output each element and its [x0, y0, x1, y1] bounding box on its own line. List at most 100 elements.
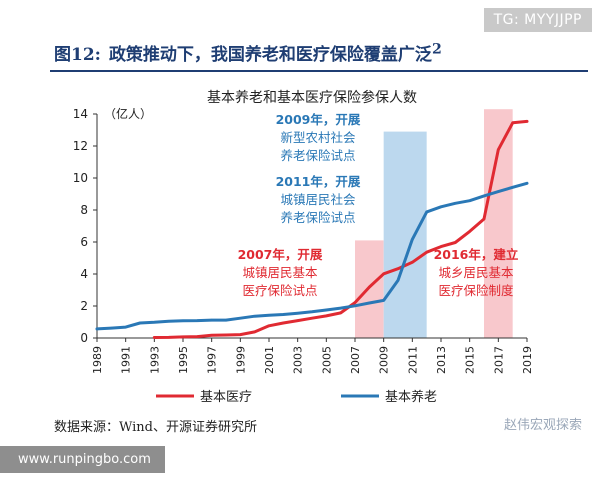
annotation-line: 2009年，开展: [276, 112, 361, 127]
figure-title: 图12: 政策推动下，我国养老和医疗保险覆盖广泛2: [54, 40, 442, 65]
data-point: [239, 316, 242, 320]
data-point: [497, 190, 500, 193]
data-point: [210, 318, 213, 322]
data-point: [382, 272, 385, 276]
data-point: [439, 245, 443, 248]
data-point: [339, 306, 342, 310]
x-tick-label: 2019: [521, 346, 534, 374]
y-tick-label: 4: [80, 267, 88, 281]
y-tick-label: 10: [73, 171, 88, 185]
x-tick-label: 1991: [120, 346, 133, 374]
data-point: [439, 205, 443, 208]
figure-title-text: 政策推动下，我国养老和医疗保险覆盖广泛: [108, 45, 432, 65]
y-tick-label: 2: [80, 299, 88, 313]
x-tick-label: 2017: [492, 346, 505, 374]
annotation-line: 城镇居民社会: [280, 192, 356, 207]
data-point: [468, 199, 471, 202]
data-point: [511, 121, 514, 125]
data-point: [124, 325, 127, 329]
annotation-line: 医疗保险制度: [438, 283, 514, 298]
data-point: [224, 333, 228, 337]
y-tick-label: 12: [73, 139, 88, 153]
data-point: [253, 330, 256, 334]
data-point: [525, 182, 529, 185]
data-point: [454, 241, 457, 244]
x-tick-label: 2001: [263, 346, 276, 374]
data-point: [153, 321, 156, 324]
data-point: [339, 311, 342, 315]
annotation-line: 养老保险试点: [280, 148, 355, 163]
x-tick-label: 1999: [234, 346, 247, 374]
data-point: [353, 301, 357, 304]
data-source: 数据来源：Wind、开源证券研究所: [54, 420, 257, 435]
x-tick-label: 1989: [91, 346, 104, 374]
data-point: [296, 319, 299, 322]
x-tick-label: 2003: [292, 346, 305, 374]
annotation-line: 2016年，建立: [434, 247, 519, 262]
data-point: [425, 210, 428, 214]
figure-title-sup: 2: [431, 41, 442, 58]
data-point: [353, 304, 357, 308]
x-tick-label: 2009: [378, 346, 391, 374]
y-tick-label: 6: [80, 235, 88, 249]
y-tick-label: 14: [73, 107, 88, 121]
axes-layer: 0 2 4 6 8 10 12 14 1989 1991 1993 1995 1997 1999 2001 2…: [73, 107, 534, 374]
data-point: [282, 313, 285, 316]
x-tick-label: 1997: [206, 346, 219, 374]
data-point: [382, 299, 385, 302]
data-point: [425, 251, 428, 254]
watermark-top: TG: MYYJJPP: [483, 8, 592, 32]
data-point: [167, 320, 170, 323]
legend-label-1: 基本养老: [385, 389, 437, 405]
watermark-bottom-left: www.runpingbo.com: [0, 446, 165, 473]
x-tick-label: 2011: [406, 346, 419, 374]
data-point: [296, 312, 299, 315]
data-point: [454, 202, 457, 205]
data-point: [511, 186, 514, 189]
data-point: [310, 316, 314, 320]
series-layer: [95, 119, 529, 339]
data-point: [153, 336, 156, 339]
annotation-line: 养老保险试点: [280, 210, 355, 225]
x-tick-label: 2013: [435, 346, 448, 374]
x-tick-label: 2005: [320, 346, 333, 374]
data-point: [411, 238, 414, 241]
data-point: [267, 314, 271, 317]
data-point: [325, 314, 328, 318]
data-point: [196, 335, 199, 338]
x-tick-label: 1993: [148, 346, 161, 374]
y-tick-label: 0: [80, 331, 88, 345]
annotation-line: 新型农村社会: [280, 130, 356, 145]
data-point: [497, 148, 500, 151]
data-point: [468, 230, 471, 233]
data-point: [138, 321, 142, 325]
data-point: [95, 327, 99, 331]
data-point: [396, 279, 400, 282]
annotation-line: 城镇居民基本: [242, 265, 318, 280]
x-tick-label: 2015: [464, 346, 477, 374]
annotation-line: 2007年，开展: [238, 247, 323, 262]
policy-band-2: [484, 109, 513, 338]
figure-label: 图12:: [54, 45, 101, 65]
data-point: [110, 326, 113, 330]
data-point: [396, 267, 400, 270]
data-point: [224, 318, 228, 322]
data-point: [167, 336, 170, 339]
data-point: [267, 324, 271, 328]
chart-title: 基本养老和基本医疗保险参保人数: [207, 89, 417, 106]
data-point: [482, 217, 486, 221]
annotation-layer: 2009年，开展新型农村社会养老保险试点2011年，开展城镇居民社会养老保险试点…: [238, 112, 519, 298]
data-point: [196, 319, 199, 322]
data-point: [525, 120, 529, 123]
policy-band-1: [383, 131, 427, 338]
watermark-bottom-right: 赵伟宏观探索: [503, 418, 582, 433]
data-point: [325, 308, 328, 312]
bands-layer: [355, 109, 513, 338]
y-axis-label: （亿人）: [104, 106, 152, 121]
annotation-line: 城乡居民基本: [438, 265, 514, 280]
data-point: [482, 194, 486, 198]
legend-label-0: 基本医疗: [200, 390, 252, 405]
